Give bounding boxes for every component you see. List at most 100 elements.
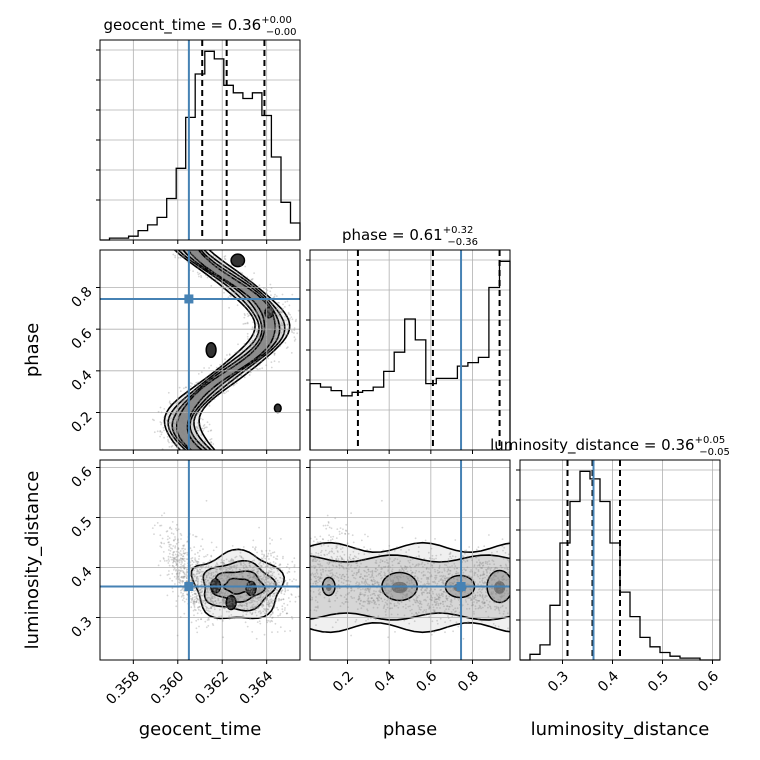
scatter-point [263, 572, 265, 574]
scatter-point [221, 566, 224, 568]
scatter-point [185, 393, 188, 396]
scatter-point [166, 538, 169, 541]
scatter-point [337, 576, 340, 579]
scatter-point [233, 590, 236, 593]
scatter-point [222, 561, 225, 564]
scatter-point [453, 577, 455, 580]
scatter-point [190, 419, 192, 421]
scatter-point [391, 607, 394, 610]
scatter-point [253, 593, 256, 595]
scatter-point [226, 354, 228, 356]
scatter-point [245, 598, 248, 600]
scatter-point [195, 251, 198, 253]
scatter-point [196, 394, 198, 396]
scatter-point [178, 427, 181, 429]
scatter-point [251, 599, 254, 602]
scatter-point [196, 251, 199, 254]
scatter-point [359, 576, 361, 578]
scatter-point [400, 591, 403, 594]
scatter-point [200, 397, 203, 400]
scatter-point [276, 583, 278, 586]
scatter-point [208, 572, 211, 575]
scatter-point [173, 558, 176, 561]
scatter-point [239, 595, 242, 598]
scatter-point [191, 256, 194, 259]
scatter-point [190, 410, 192, 412]
scatter-point [415, 570, 418, 572]
scatter-point [227, 588, 230, 590]
scatter-point [196, 580, 199, 583]
scatter-point [233, 600, 236, 603]
scatter-point [286, 323, 289, 326]
scatter-point [273, 319, 275, 322]
scatter-point [501, 576, 504, 579]
scatter-point [247, 290, 250, 293]
scatter-point [447, 608, 450, 611]
scatter-point [183, 421, 186, 424]
scatter-point [241, 571, 244, 574]
scatter-point [242, 575, 245, 578]
scatter-point [411, 571, 414, 574]
scatter-point [227, 361, 230, 364]
scatter-point [205, 447, 208, 449]
scatter-point [205, 386, 208, 388]
scatter-point [217, 591, 220, 594]
scatter-point [267, 599, 270, 602]
scatter-point [197, 429, 199, 432]
scatter-point [199, 598, 201, 601]
scatter-point [334, 560, 337, 562]
scatter-point [427, 551, 430, 554]
scatter-point [365, 571, 368, 574]
scatter-point [452, 582, 455, 585]
scatter-point [214, 274, 216, 276]
scatter-point [235, 279, 238, 282]
scatter-point [175, 562, 178, 564]
scatter-point [269, 283, 272, 286]
scatter-point [256, 313, 259, 315]
scatter-point [163, 408, 166, 410]
scatter-point [200, 578, 203, 581]
scatter-point [259, 567, 262, 570]
scatter-point [357, 598, 359, 601]
scatter-point [216, 379, 219, 381]
scatter-point [223, 264, 226, 267]
scatter-point [209, 255, 211, 257]
scatter-point [223, 288, 226, 290]
scatter-point [229, 276, 232, 278]
scatter-point [351, 574, 354, 577]
scatter-point [273, 599, 275, 602]
scatter-point [256, 600, 258, 603]
scatter-point [232, 560, 235, 563]
scatter-point [251, 605, 254, 607]
scatter-point [244, 570, 247, 573]
scatter-point [177, 256, 180, 259]
scatter-point [262, 344, 265, 346]
scatter-point [239, 561, 242, 563]
scatter-point [312, 560, 314, 563]
scatter-point [227, 371, 229, 373]
scatter-point [379, 589, 382, 591]
scatter-point [277, 608, 279, 611]
scatter-point [276, 329, 278, 331]
scatter-point [381, 600, 384, 603]
scatter-point [270, 581, 273, 584]
scatter-point [225, 558, 228, 561]
scatter-point [488, 588, 491, 590]
scatter-point [493, 605, 496, 608]
scatter-point [290, 352, 293, 354]
scatter-point [253, 301, 256, 304]
scatter-point [401, 596, 404, 598]
scatter-point [202, 392, 204, 394]
scatter-point [374, 580, 377, 582]
scatter-point [319, 535, 322, 538]
scatter-point [207, 272, 210, 274]
scatter-point [277, 338, 279, 341]
scatter-point [242, 323, 245, 325]
scatter-point [196, 570, 199, 573]
scatter-point [331, 560, 333, 563]
scatter-point [406, 581, 408, 584]
scatter-point [474, 572, 477, 574]
scatter-point [407, 555, 410, 557]
scatter-point [278, 361, 280, 363]
scatter-point [198, 572, 200, 575]
